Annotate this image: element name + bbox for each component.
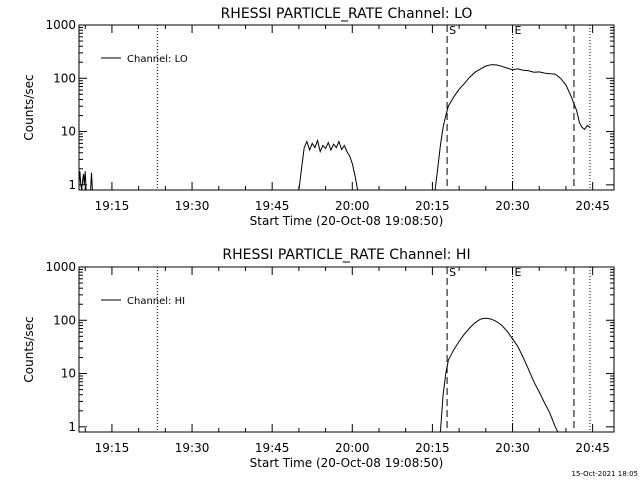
y-tick-label: 1000 xyxy=(45,18,76,32)
chart-title: RHESSI PARTICLE_RATE Channel: LO xyxy=(221,6,473,22)
y-tick-label: 100 xyxy=(53,71,76,85)
time-marker-label: E xyxy=(515,24,522,37)
x-tick-label: 20:45 xyxy=(575,199,610,213)
time-marker-label: S xyxy=(449,24,456,37)
x-tick-label: 20:00 xyxy=(335,199,370,213)
x-tick-label: 20:00 xyxy=(335,441,370,455)
x-axis-label: Start Time (20-Oct-08 19:08:50) xyxy=(250,214,444,228)
chart-panel-hi: RHESSI PARTICLE_RATE Channel: HI 1 10 100 10… xyxy=(22,247,615,470)
x-axis-label: Start Time (20-Oct-08 19:08:50) xyxy=(250,456,444,470)
x-tick-label: 20:30 xyxy=(495,199,530,213)
y-tick-label: 1 xyxy=(68,178,76,192)
y-tick-label: 10 xyxy=(61,125,76,139)
time-marker-label: E xyxy=(515,266,522,279)
y-axis-label: Counts/sec xyxy=(22,74,36,140)
x-tick-label: 20:30 xyxy=(495,441,530,455)
plot-frame xyxy=(78,266,615,433)
x-tick-label: 19:30 xyxy=(175,441,210,455)
series-line xyxy=(439,317,559,433)
y-tick-label: 100 xyxy=(53,313,76,327)
x-tick-label: 19:45 xyxy=(255,199,290,213)
x-tick-label: 20:45 xyxy=(575,441,610,455)
chart-panel-lo: RHESSI PARTICLE_RATE Channel: LO 1 10 100 10… xyxy=(22,6,615,228)
plot-frame xyxy=(78,24,615,191)
chart-title: RHESSI PARTICLE_RATE Channel: HI xyxy=(222,247,470,263)
y-tick-label: 1000 xyxy=(45,260,76,274)
legend-entry: Channel: LO xyxy=(127,54,188,65)
x-tick-label: 20:15 xyxy=(415,441,450,455)
series-line xyxy=(298,138,359,191)
x-tick-label: 19:30 xyxy=(175,199,210,213)
y-axis-label: Counts/sec xyxy=(22,316,36,382)
series-line xyxy=(434,64,591,191)
time-marker-label: S xyxy=(449,266,456,279)
x-tick-label: 20:15 xyxy=(415,199,450,213)
series-line xyxy=(78,171,93,191)
x-tick-label: 19:15 xyxy=(95,441,130,455)
x-tick-label: 19:45 xyxy=(255,441,290,455)
y-tick-label: 10 xyxy=(61,367,76,381)
x-tick-label: 19:15 xyxy=(95,199,130,213)
legend-entry: Channel: HI xyxy=(127,296,185,307)
y-tick-label: 1 xyxy=(68,420,76,434)
footer-timestamp: 15-Oct-2021 18:05 xyxy=(572,470,638,478)
